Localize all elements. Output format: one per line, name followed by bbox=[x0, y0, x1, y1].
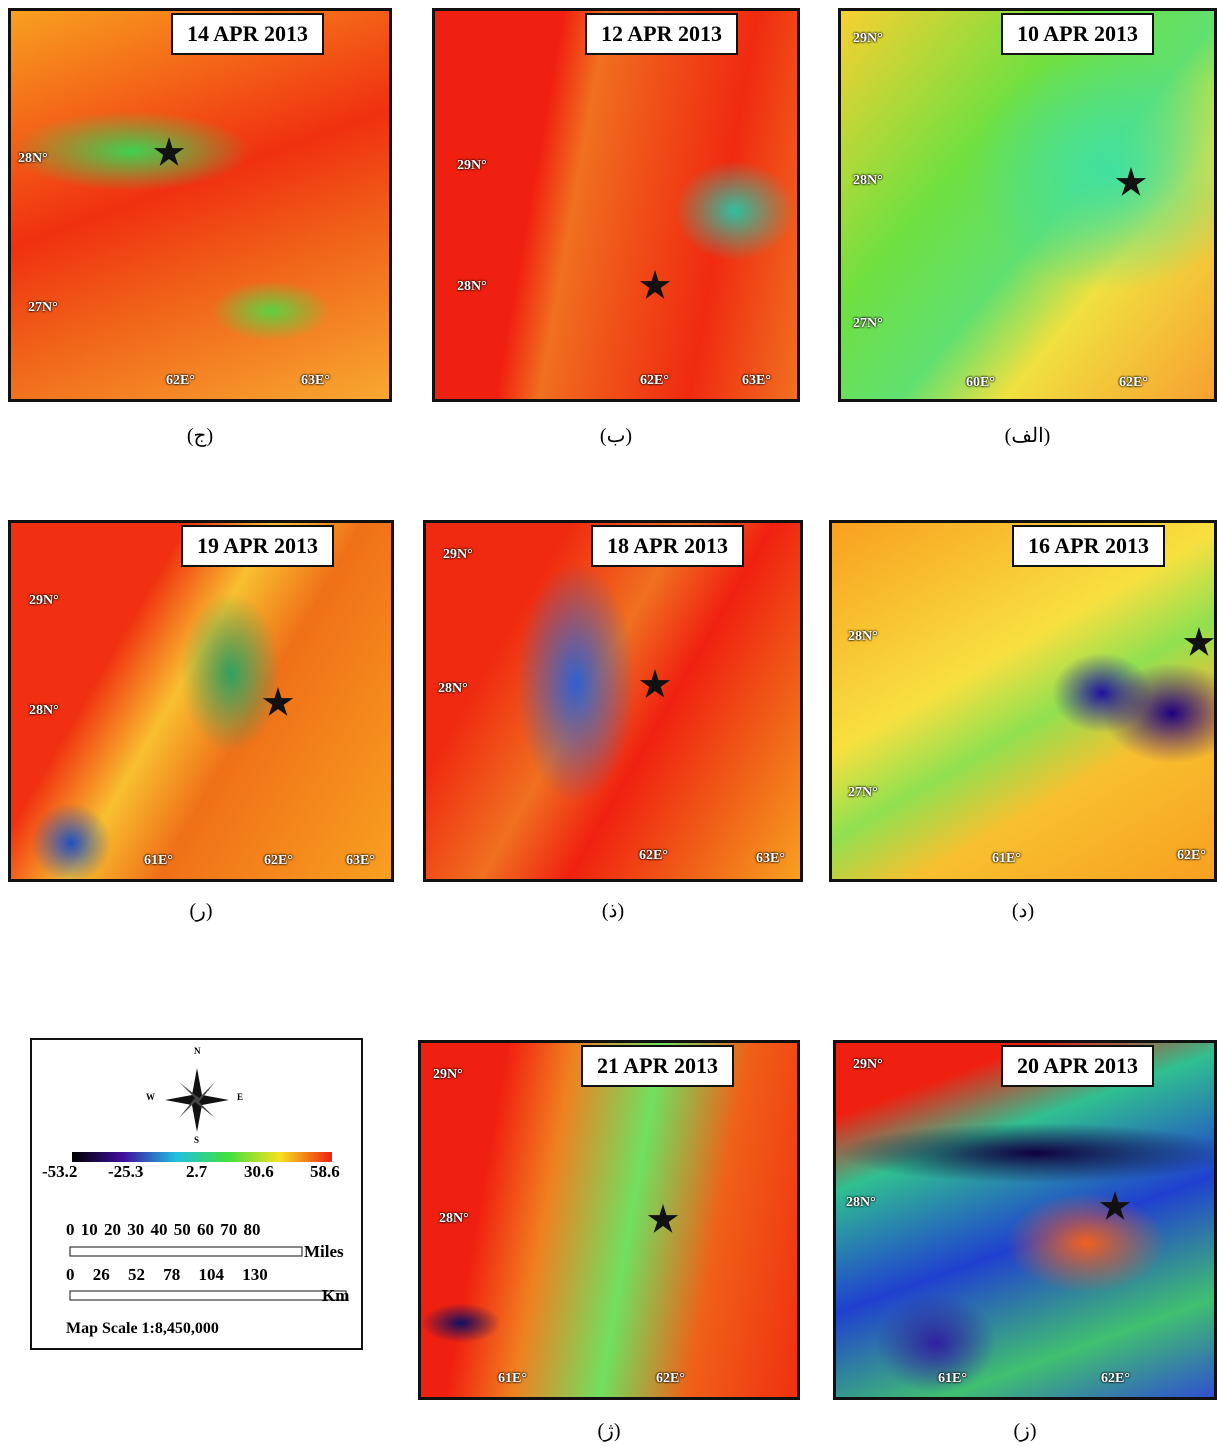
coord-label: 61E° bbox=[498, 1371, 527, 1387]
map-panel: 10 APR 2013 29N° 28N° 27N° 60E° 62E° bbox=[838, 8, 1217, 402]
coord-label: 63E° bbox=[742, 373, 771, 389]
coord-label: 29N° bbox=[457, 158, 487, 174]
coord-label: 27N° bbox=[848, 785, 878, 801]
coord-label: 28N° bbox=[457, 279, 487, 295]
star-marker bbox=[1114, 166, 1148, 200]
map-panel: 18 APR 2013 29N° 28N° 62E° 63E° bbox=[423, 520, 803, 882]
colorbar bbox=[72, 1152, 332, 1162]
map-panel: 20 APR 2013 29N° 28N° 61E° 62E° bbox=[833, 1040, 1217, 1400]
coord-label: 28N° bbox=[853, 173, 883, 189]
map-panel: 19 APR 2013 29N° 28N° 61E° 62E° 63E° bbox=[8, 520, 394, 882]
compass-e: E bbox=[237, 1092, 243, 1102]
panel-caption: (ز) bbox=[965, 1418, 1085, 1443]
colorbar-label: -53.2 bbox=[42, 1162, 77, 1182]
legend-graphics bbox=[32, 1040, 361, 1348]
coord-label: 62E° bbox=[1177, 848, 1206, 864]
km-ticks: 0 26 52 78 104 130 bbox=[66, 1265, 268, 1285]
coord-label: 62E° bbox=[639, 848, 668, 864]
coord-label: 61E° bbox=[992, 851, 1021, 867]
panel-caption: (ژ) bbox=[549, 1418, 669, 1443]
map-panel: 14 APR 2013 28N° 27N° 62E° 63E° bbox=[8, 8, 392, 402]
coord-label: 29N° bbox=[853, 1057, 883, 1073]
panel-caption: (ب) bbox=[556, 423, 676, 448]
map-scale: Map Scale 1:8,450,000 bbox=[66, 1320, 219, 1338]
panel-title: 16 APR 2013 bbox=[1012, 525, 1165, 567]
coord-label: 61E° bbox=[144, 853, 173, 869]
compass-s: S bbox=[194, 1135, 199, 1145]
coord-label: 28N° bbox=[29, 703, 59, 719]
miles-ticks: 0 10 20 30 40 50 60 70 80 bbox=[66, 1220, 261, 1240]
coord-label: 63E° bbox=[346, 853, 375, 869]
panel-title: 10 APR 2013 bbox=[1001, 13, 1154, 55]
coord-label: 62E° bbox=[264, 853, 293, 869]
panel-title: 19 APR 2013 bbox=[181, 525, 334, 567]
compass-n: N bbox=[194, 1046, 201, 1056]
coord-label: 28N° bbox=[848, 629, 878, 645]
star-marker bbox=[1098, 1190, 1132, 1224]
panel-title: 14 APR 2013 bbox=[171, 13, 324, 55]
coord-label: 28N° bbox=[438, 681, 468, 697]
star-marker bbox=[261, 686, 295, 720]
map-panel: 16 APR 2013 28N° 27N° 61E° 62E° bbox=[829, 520, 1217, 882]
star-marker bbox=[638, 668, 672, 702]
coord-label: 62E° bbox=[166, 373, 195, 389]
colorbar-label: 30.6 bbox=[244, 1162, 274, 1182]
miles-unit: Miles bbox=[304, 1242, 344, 1262]
colorbar-label: -25.3 bbox=[108, 1162, 143, 1182]
panel-title: 20 APR 2013 bbox=[1001, 1045, 1154, 1087]
colorbar-label: 2.7 bbox=[186, 1162, 207, 1182]
map-panel: 12 APR 2013 29N° 28N° 62E° 63E° bbox=[432, 8, 800, 402]
coord-label: 28N° bbox=[18, 151, 48, 167]
coord-label: 27N° bbox=[853, 316, 883, 332]
star-marker bbox=[646, 1203, 680, 1237]
figure: N E S W -53.2 -25.3 2.7 30.6 58.6 0 10 2… bbox=[0, 0, 1217, 1448]
panel-caption: (ر) bbox=[141, 898, 261, 923]
coord-label: 62E° bbox=[656, 1371, 685, 1387]
coord-label: 61E° bbox=[938, 1371, 967, 1387]
coord-label: 29N° bbox=[853, 31, 883, 47]
compass-w: W bbox=[146, 1092, 155, 1102]
panel-caption: (ج) bbox=[140, 423, 260, 448]
coord-label: 29N° bbox=[29, 593, 59, 609]
panel-caption: (الف) bbox=[968, 423, 1088, 448]
coord-label: 63E° bbox=[301, 373, 330, 389]
panel-caption: (ذ) bbox=[553, 898, 673, 923]
coord-label: 62E° bbox=[1119, 375, 1148, 391]
panel-title: 12 APR 2013 bbox=[585, 13, 738, 55]
panel-title: 18 APR 2013 bbox=[591, 525, 744, 567]
star-marker bbox=[638, 269, 672, 303]
coord-label: 63E° bbox=[756, 851, 785, 867]
coord-label: 29N° bbox=[443, 547, 473, 563]
colorbar-label: 58.6 bbox=[310, 1162, 340, 1182]
coord-label: 62E° bbox=[640, 373, 669, 389]
compass-rose bbox=[165, 1068, 229, 1132]
star-marker bbox=[152, 136, 186, 170]
panel-title: 21 APR 2013 bbox=[581, 1045, 734, 1087]
legend: N E S W -53.2 -25.3 2.7 30.6 58.6 0 10 2… bbox=[30, 1038, 363, 1350]
coord-label: 60E° bbox=[966, 375, 995, 391]
coord-label: 28N° bbox=[846, 1195, 876, 1211]
coord-label: 28N° bbox=[439, 1211, 469, 1227]
coord-label: 29N° bbox=[433, 1067, 463, 1083]
coord-label: 62E° bbox=[1101, 1371, 1130, 1387]
map-panel: 21 APR 2013 29N° 28N° 61E° 62E° bbox=[418, 1040, 800, 1400]
km-unit: Km bbox=[322, 1286, 349, 1306]
coord-label: 27N° bbox=[28, 300, 58, 316]
star-marker bbox=[1182, 626, 1216, 660]
panel-caption: (د) bbox=[963, 898, 1083, 923]
